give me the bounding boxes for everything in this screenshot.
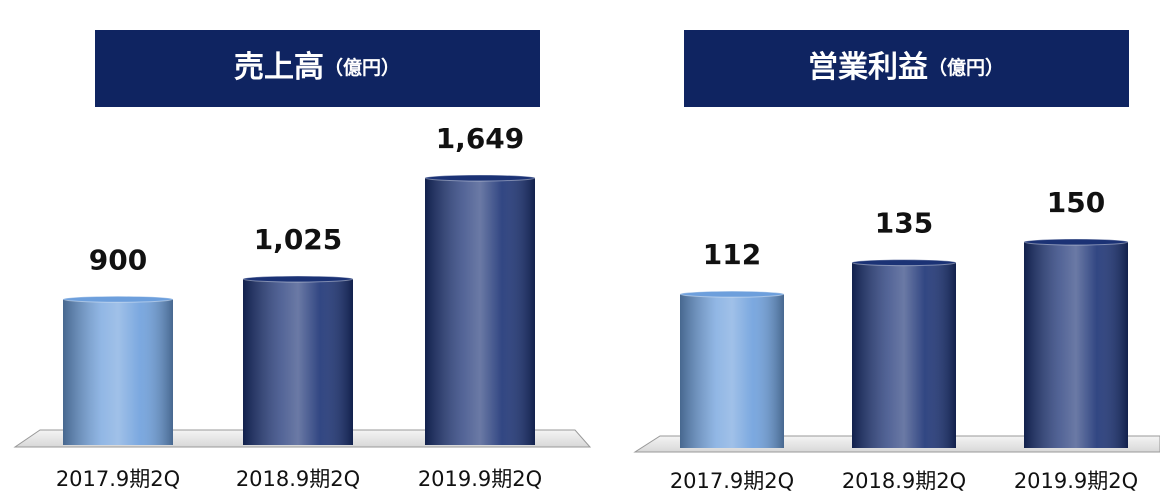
bar-shine [680, 294, 784, 448]
bar-top [679, 290, 785, 298]
title-box [95, 30, 540, 107]
bar-top [242, 275, 354, 283]
bar-top [1023, 238, 1129, 246]
title-main: 営業利益 [808, 50, 928, 85]
category-label: 2018.9期2Q [236, 467, 360, 491]
category-label: 2019.9期2Q [1014, 469, 1138, 493]
value-label: 1,025 [254, 223, 343, 256]
bar-shine [1024, 242, 1128, 448]
value-label: 150 [1047, 186, 1105, 219]
bar-shine [425, 178, 535, 445]
category-label: 2017.9期2Q [670, 469, 794, 493]
bar-top [62, 295, 174, 303]
chart-title: 営業利益（億円） [808, 50, 1004, 85]
value-label: 900 [89, 243, 147, 276]
title-box [684, 30, 1129, 107]
title-unit: （億円） [324, 56, 400, 79]
chart-title: 売上高（億円） [234, 50, 400, 85]
value-label: 112 [703, 238, 761, 271]
bar-top [424, 174, 536, 182]
category-label: 2018.9期2Q [842, 469, 966, 493]
title-unit: （億円） [928, 56, 1004, 79]
value-label: 135 [875, 207, 933, 240]
bar-top [851, 259, 957, 267]
category-label: 2017.9期2Q [56, 467, 180, 491]
category-label: 2019.9期2Q [418, 467, 542, 491]
bar-shine [63, 299, 173, 445]
bar-shine [852, 262, 956, 448]
chart-right: 営業利益（億円） 112 2017.9期2Q 135 2018.9期2Q 150 2019… [633, 30, 1160, 493]
bar-shine [243, 279, 353, 445]
title-main: 売上高 [234, 50, 324, 85]
chart-left: 売上高（億円） 900 2017.9期2Q 1,025 2018.9期2Q 1,649 2… [13, 30, 592, 491]
value-label: 1,649 [436, 122, 525, 155]
